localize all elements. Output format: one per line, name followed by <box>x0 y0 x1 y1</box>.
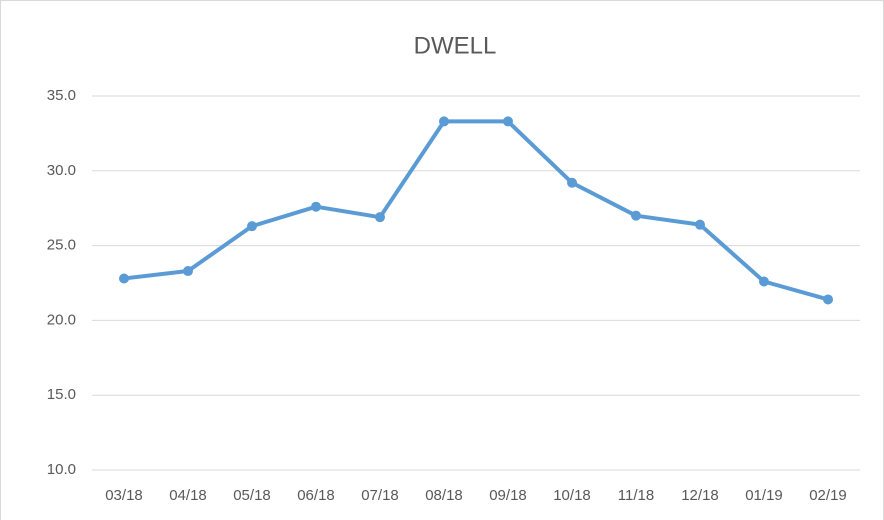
x-tick-label: 08/18 <box>425 487 463 504</box>
y-tick-label: 30.0 <box>47 162 76 179</box>
y-tick-label: 25.0 <box>47 237 76 254</box>
data-point <box>631 210 641 221</box>
x-tick-label: 02/19 <box>809 487 847 504</box>
x-tick-label: 05/18 <box>233 487 271 504</box>
x-tick-label: 10/18 <box>553 487 591 504</box>
x-tick-label: 12/18 <box>681 487 719 504</box>
y-tick-label: 15.0 <box>47 386 76 403</box>
y-tick-label: 20.0 <box>47 311 76 328</box>
data-point <box>375 212 385 223</box>
x-tick-label: 01/19 <box>745 487 783 504</box>
x-tick-label: 04/18 <box>169 487 207 504</box>
y-tick-label: 10.0 <box>47 461 76 478</box>
data-point <box>695 219 705 230</box>
data-point <box>247 221 257 232</box>
x-tick-label: 06/18 <box>297 487 335 504</box>
x-tick-label: 03/18 <box>105 487 143 504</box>
data-point <box>567 177 577 188</box>
data-point <box>183 266 193 277</box>
data-point <box>311 201 321 212</box>
data-point <box>823 294 833 305</box>
data-point <box>759 276 769 287</box>
x-tick-label: 09/18 <box>489 487 527 504</box>
data-line <box>123 119 829 302</box>
chart-title: DWELL <box>414 32 497 59</box>
x-tick-label: 07/18 <box>361 487 399 504</box>
data-point <box>119 273 129 284</box>
x-tick-label: 11/18 <box>618 487 654 504</box>
data-point <box>439 116 449 127</box>
data-point <box>503 116 513 127</box>
y-tick-label: 35.0 <box>47 87 76 104</box>
